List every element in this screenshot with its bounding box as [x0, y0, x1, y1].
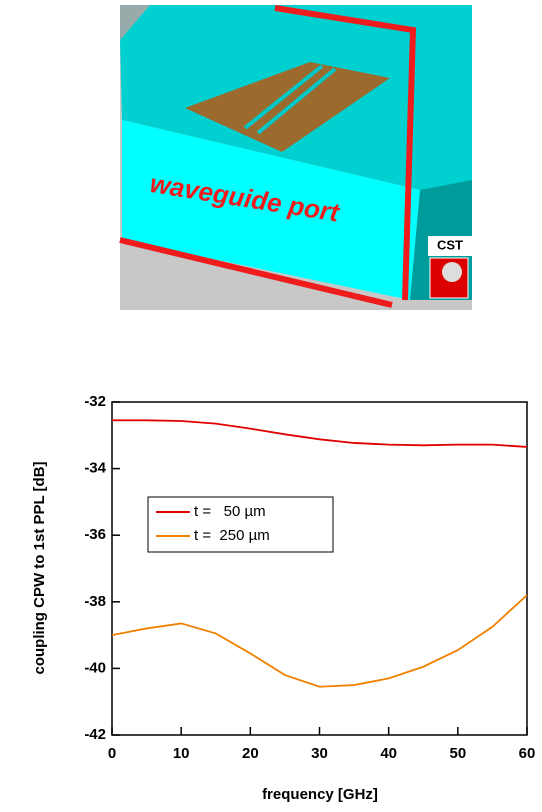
y-tick-label: -42 [84, 726, 106, 743]
x-tick-label: 40 [380, 745, 397, 762]
x-tick-label: 20 [242, 745, 259, 762]
series-line [112, 420, 527, 447]
figure: waveguide port CST frequency [GHz] coupl… [0, 0, 542, 807]
x-tick-label: 10 [173, 745, 190, 762]
plot-frame [112, 402, 527, 735]
logo: CST [437, 237, 463, 252]
legend-label: t = 50 µm [194, 503, 266, 520]
x-axis-label: frequency [GHz] [262, 786, 378, 803]
render: waveguide port CST [120, 5, 472, 310]
y-tick-label: -34 [84, 460, 106, 477]
x-tick-label: 0 [108, 745, 116, 762]
y-tick-label: -40 [84, 659, 106, 676]
page: waveguide port CST frequency [GHz] coupl… [0, 0, 542, 807]
y-tick-label: -32 [84, 393, 106, 410]
y-tick-label: -38 [84, 593, 106, 610]
x-tick-label: 60 [519, 745, 536, 762]
y-tick-label: -36 [84, 526, 106, 543]
x-tick-label: 30 [311, 745, 328, 762]
series-line [112, 595, 527, 687]
logo-ball [442, 262, 462, 282]
legend-label: t = 250 µm [194, 527, 270, 544]
y-axis-label: coupling CPW to 1st PPL [dB] [31, 461, 48, 674]
x-tick-label: 50 [449, 745, 466, 762]
